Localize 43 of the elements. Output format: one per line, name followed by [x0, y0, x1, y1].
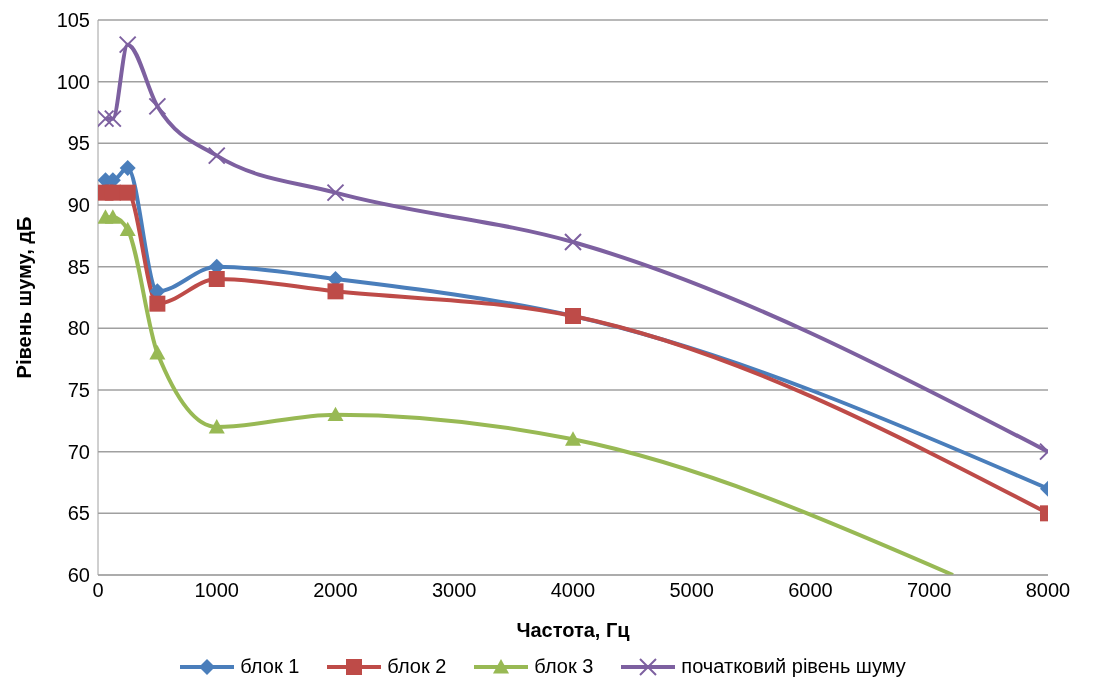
point [565, 431, 581, 446]
y-tick-label: 100 [56, 70, 90, 93]
y-tick-label: 70 [67, 440, 90, 463]
point [119, 160, 136, 176]
x-tick-label: 3000 [432, 579, 477, 602]
legend-label: початковий рівень шуму [681, 655, 906, 678]
point [327, 406, 344, 422]
point [148, 97, 167, 116]
point [98, 109, 115, 128]
x-tick-label: 7000 [907, 579, 952, 602]
point [104, 209, 121, 224]
x-tick-label: 5000 [669, 579, 714, 602]
point [327, 283, 344, 300]
point [118, 35, 137, 54]
x-tick-label: 1000 [194, 579, 239, 602]
point [564, 233, 582, 251]
x-axis-title: Частота, Гц [516, 619, 631, 641]
y-tick-label: 90 [67, 194, 90, 217]
y-axis-title: Рівень шуму, дБ [13, 216, 36, 379]
x-tick-label: 2000 [313, 579, 358, 602]
point [119, 221, 136, 237]
y-tick-label: 80 [67, 317, 90, 340]
point [208, 419, 225, 434]
legend-label: блок 2 [387, 655, 447, 678]
point [149, 345, 166, 360]
y-tick-label: 75 [67, 379, 90, 402]
y-tick-label: 85 [67, 255, 90, 278]
x-tick-label: 8000 [1025, 579, 1071, 602]
y-tick-label: 95 [67, 132, 90, 155]
point [207, 146, 226, 165]
y-tick-label: 65 [67, 502, 90, 525]
legend-label: блок 1 [240, 655, 300, 678]
point [103, 109, 122, 128]
point [326, 183, 345, 202]
legend-label: блок 3 [534, 655, 594, 678]
point [119, 184, 136, 201]
point [208, 271, 225, 287]
x-tick-label: 0 [92, 579, 104, 602]
y-tick-label: 60 [67, 564, 90, 587]
x-tick-label: 6000 [788, 579, 833, 602]
point [149, 295, 166, 312]
x-tick-label: 4000 [550, 579, 596, 602]
y-tick-label: 105 [56, 9, 90, 32]
